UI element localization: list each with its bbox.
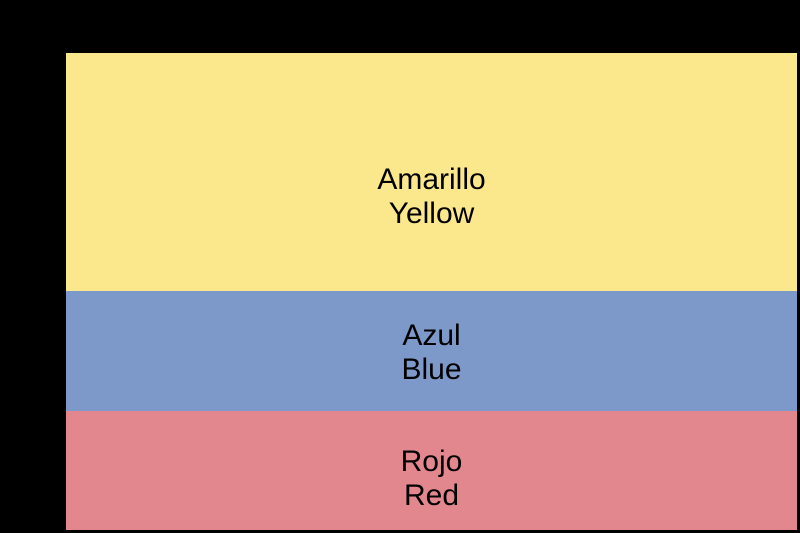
stripe-red-label-en: Red (403, 479, 460, 512)
stripe-red-label: Rojo Red (66, 445, 797, 513)
stripe-red-label-es: Rojo (400, 445, 463, 478)
stripe-yellow-label: Amarillo Yellow (66, 163, 797, 231)
stripe-blue-label: Azul Blue (66, 319, 797, 387)
stripe-blue-label-en: Blue (401, 353, 462, 386)
stripe-yellow-label-es: Amarillo (377, 163, 486, 196)
flag-stripe-blue: Azul Blue (66, 291, 797, 411)
colombia-flag-diagram: Amarillo Yellow Azul Blue Rojo Red (66, 53, 797, 530)
stripe-yellow-label-en: Yellow (388, 197, 475, 230)
flag-stripe-red: Rojo Red (66, 411, 797, 530)
stripe-blue-label-es: Azul (402, 319, 461, 352)
flag-stripe-yellow: Amarillo Yellow (66, 53, 797, 291)
